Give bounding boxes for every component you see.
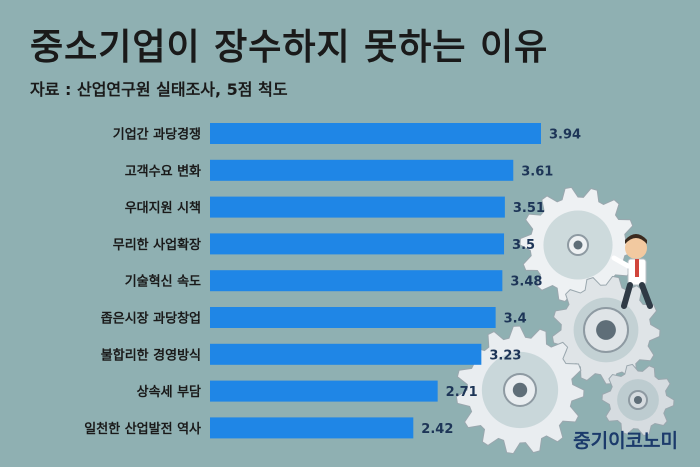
category-label: 기업간 과당경쟁 [113,127,201,143]
value-label: 2.42 [421,422,453,437]
category-label: 불합리한 경영방식 [101,347,201,363]
bar-row: 우대지원 시책 3.51 [125,196,545,218]
value-label: 3.5 [512,238,535,253]
bar-row: 불합리한 경영방식 3.23 [101,343,521,365]
category-label: 상속세 부담 [137,385,201,400]
bar [210,233,505,255]
bar-row: 좁은시장 과당창업 3.4 [101,307,527,328]
bar [210,123,541,144]
category-label: 고객수요 변화 [125,163,201,179]
chart-title: 중소기업이 장수하지 못하는 이유 [30,27,549,68]
bar-row: 무리한 사업확장 3.5 [113,233,535,255]
value-label: 3.61 [521,164,553,179]
bar [210,307,496,328]
gear-small-icon [601,363,675,437]
bar [210,270,503,292]
category-label: 좁은시장 과당창업 [101,311,201,327]
gear-right-icon [551,275,661,385]
gear-large-icon [519,186,637,304]
bar-row: 기업간 과당경쟁 3.94 [113,123,581,144]
value-label: 3.4 [504,312,527,327]
value-label: 3.48 [510,275,542,290]
category-label: 우대지원 시책 [125,201,201,216]
bar [210,196,505,218]
bar [210,417,414,439]
bar [210,343,482,365]
category-label: 무리한 사업확장 [113,237,201,253]
value-label: 3.94 [549,128,581,143]
bar-row: 고객수요 변화 3.61 [125,159,553,181]
bar-row: 기술혁신 속도 3.48 [125,270,542,292]
brand-logo: 중기이코노미 [573,430,678,452]
bar-row: 상속세 부담 2.71 [137,380,478,402]
bar-row: 일천한 산업발전 역사 2.42 [84,417,453,439]
businessman-icon [611,234,653,309]
gear-bottom-icon [455,325,585,455]
value-label: 2.71 [446,385,478,400]
category-label: 기술혁신 속도 [125,274,201,290]
bar [210,380,438,402]
category-label: 일천한 산업발전 역사 [84,421,201,437]
chart-source: 자료 : 산업연구원 실태조사, 5점 척도 [30,80,288,99]
value-label: 3.23 [489,348,521,363]
value-label: 3.51 [513,201,545,216]
bar [210,159,514,181]
